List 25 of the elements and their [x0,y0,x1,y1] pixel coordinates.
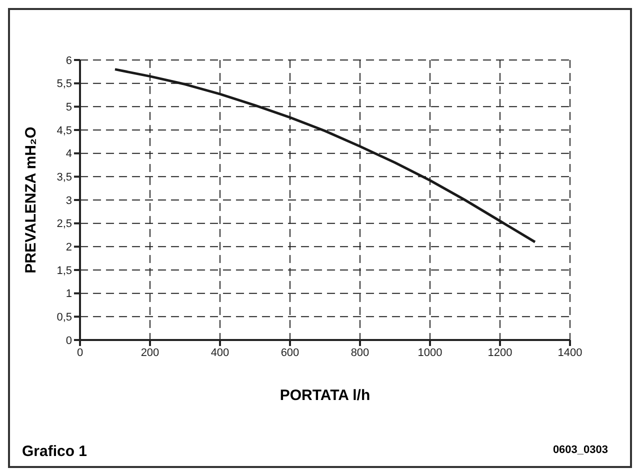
x-tick-label: 800 [350,346,370,359]
x-tick-label: 1000 [418,346,442,359]
y-tick-label: 1,5 [56,264,72,277]
y-tick-label: 0,5 [56,312,72,324]
x-tick-label: 1400 [558,346,582,359]
x-tick-label: 200 [140,346,160,359]
y-tick-label: 1 [66,288,72,300]
y-axis-title: PREVALENZA mH₂O [22,126,40,274]
x-axis-title: PORTATA l/h [280,387,370,404]
y-tick-label: 3 [66,194,72,207]
x-tick-label: 400 [210,346,230,359]
text: Grafico 1 [22,443,88,460]
y-tick-label: 5,5 [56,78,72,90]
y-tick-label: 5 [66,102,72,114]
y-tick-label: 3,5 [56,172,72,184]
y-tick-label: 2,5 [56,218,72,230]
x-tick-label: 600 [280,346,300,359]
x-tick-label: 0 [76,346,84,359]
y-tick-label: 4 [66,148,72,160]
x-tick-label: 1200 [488,346,512,359]
y-tick-label: 2 [66,242,72,254]
text: 0603_0303 [552,444,608,456]
y-tick-label: 6 [66,54,72,67]
y-tick-label: 4,5 [56,124,72,137]
y-tick-label: 0 [66,334,72,347]
